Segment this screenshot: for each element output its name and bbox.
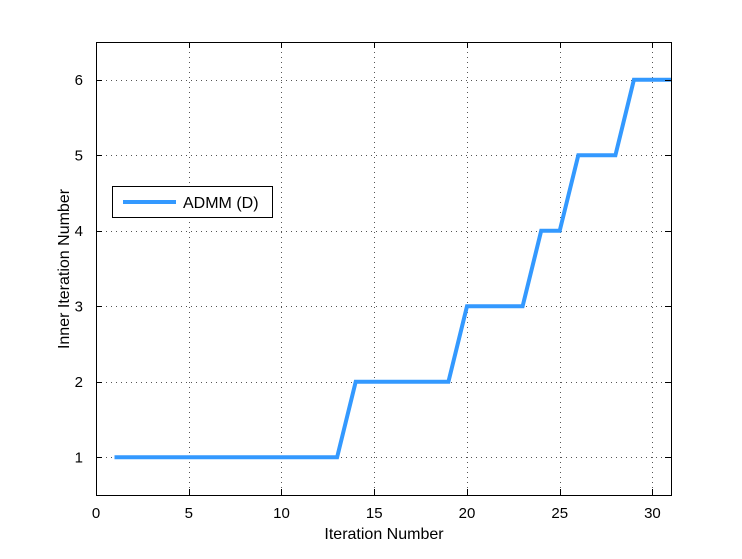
plot-frame [96,42,672,496]
x-tick-label: 30 [644,505,661,522]
x-tick-label: 10 [273,505,290,522]
y-tick-labels: 1 2 3 4 5 6 [75,72,83,467]
x-tick-label: 25 [551,505,568,522]
y-tick-label: 6 [75,72,83,89]
y-tick-label: 1 [75,449,83,466]
x-tick-label: 15 [366,505,383,522]
y-axis-label: Inner Iteration Number [56,188,73,349]
y-tick-label: 5 [75,147,83,164]
y-tick-label: 2 [75,374,83,391]
series-layer [114,77,671,460]
x-tick-label: 5 [185,505,193,522]
x-tick-label: 0 [92,505,100,522]
x-tick-labels: 0 5 10 15 20 25 30 [92,505,661,522]
y-tick-label: 3 [75,298,83,315]
axis-ticks [96,42,671,495]
grid-lines [96,42,671,495]
series-line [114,77,671,460]
legend-label: ADMM (D) [183,195,259,212]
legend: ADMM (D) [112,186,273,218]
x-axis-label: Iteration Number [324,526,444,543]
y-tick-label: 4 [75,223,83,240]
x-tick-label: 20 [459,505,476,522]
